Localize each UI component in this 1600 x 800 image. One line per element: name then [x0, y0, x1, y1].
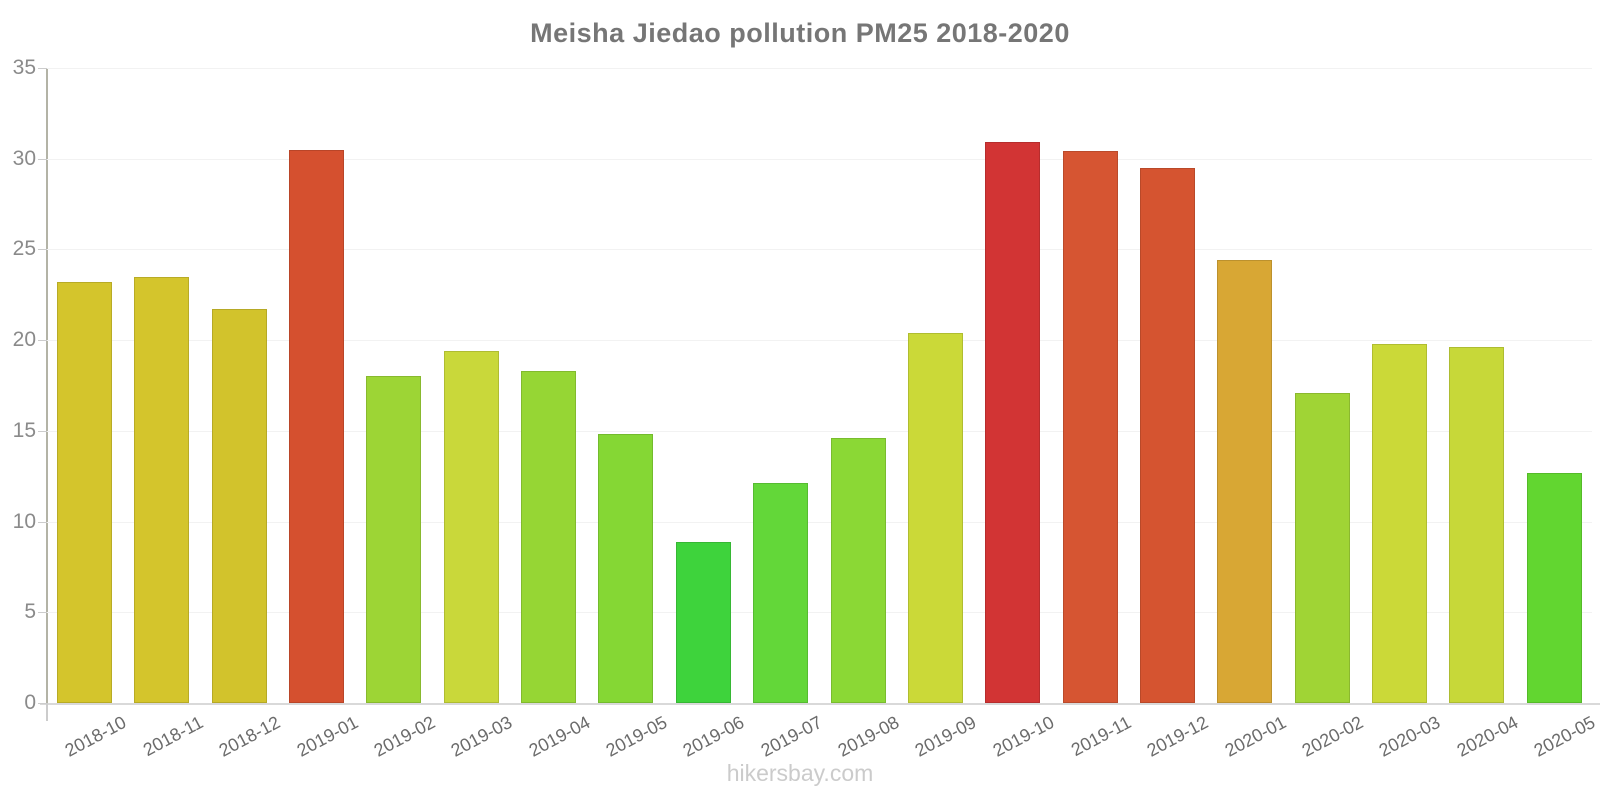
gridline-10: [47, 521, 1592, 523]
watermark-text: hikersbay.com: [726, 760, 874, 786]
y-axis-tick-15: [38, 430, 47, 432]
bar-2018-10[interactable]: [57, 282, 112, 703]
gridline-35: [47, 68, 1592, 69]
y-axis-label-20: 20: [12, 328, 36, 352]
y-axis-tick-5: [38, 612, 47, 614]
bar-2018-12[interactable]: [211, 309, 267, 703]
y-axis-line: [46, 68, 48, 718]
y-axis-label-5: 5: [24, 600, 36, 624]
bar-2019-10[interactable]: [985, 142, 1041, 703]
gridline-15: [47, 430, 1592, 432]
gridline-25: [47, 249, 1592, 251]
y-axis-tick-30: [38, 158, 47, 160]
y-axis-label-35: 35: [12, 56, 36, 79]
bar-2019-11[interactable]: [1062, 151, 1118, 703]
bar-2020-02[interactable]: [1294, 392, 1350, 703]
bar-2019-08[interactable]: [830, 438, 886, 703]
y-axis-tick-0: [38, 703, 47, 704]
y-axis-label-25: 25: [12, 237, 36, 261]
y-axis-tick-10: [38, 521, 47, 523]
bar-2019-05[interactable]: [598, 434, 654, 703]
y-axis-tick-35: [38, 68, 47, 69]
x-axis-zero-tick: [46, 703, 48, 721]
y-axis-label-30: 30: [12, 146, 36, 170]
bar-2020-04[interactable]: [1449, 347, 1505, 703]
bar-2020-01[interactable]: [1217, 260, 1273, 703]
y-axis-tick-20: [38, 340, 47, 342]
bar-2019-12[interactable]: [1139, 167, 1195, 703]
x-axis-line: [40, 703, 1600, 705]
bar-2019-07[interactable]: [753, 483, 809, 703]
y-axis-tick-25: [38, 249, 47, 251]
bar-2018-11[interactable]: [134, 276, 190, 703]
y-axis-label-15: 15: [12, 418, 36, 442]
bar-2019-04[interactable]: [521, 370, 577, 703]
gridline-5: [47, 612, 1592, 614]
y-axis-label-10: 10: [12, 509, 36, 533]
bar-2019-09[interactable]: [907, 332, 963, 703]
bar-2019-02[interactable]: [366, 376, 422, 703]
y-axis-label-0: 0: [24, 691, 36, 714]
bar-2019-01[interactable]: [289, 149, 345, 703]
bar-2019-03[interactable]: [443, 351, 499, 703]
gridline-30: [47, 158, 1592, 160]
bar-2020-05[interactable]: [1526, 472, 1582, 703]
bar-2020-03[interactable]: [1371, 343, 1427, 703]
bar-2019-06[interactable]: [675, 541, 731, 703]
gridline-20: [47, 340, 1592, 342]
chart-title: Meisha Jiedao pollution PM25 2018-2020: [530, 18, 1070, 48]
